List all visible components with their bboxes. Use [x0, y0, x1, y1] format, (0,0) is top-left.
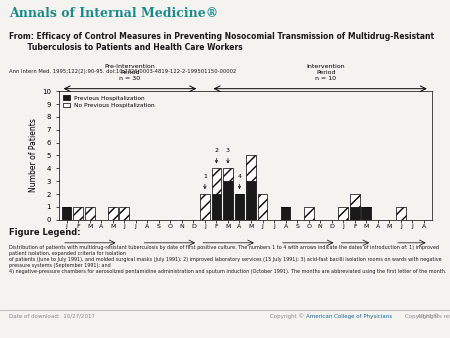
Text: 3: 3 — [226, 148, 230, 163]
Bar — [350, 207, 360, 220]
Bar — [258, 194, 267, 220]
Bar — [108, 207, 117, 220]
Bar — [212, 168, 221, 194]
Text: Pre-Intervention
Period
n = 30: Pre-Intervention Period n = 30 — [104, 64, 155, 81]
Text: Copyright ©: Copyright © — [270, 314, 306, 319]
Text: Figure Legend:: Figure Legend: — [9, 228, 81, 237]
Bar — [281, 207, 291, 220]
Text: Annals of Internal Medicine®: Annals of Internal Medicine® — [9, 7, 218, 20]
Bar — [246, 155, 256, 181]
Bar — [212, 194, 221, 220]
Text: 1: 1 — [203, 174, 207, 189]
Bar — [246, 181, 256, 220]
Text: 2: 2 — [215, 148, 218, 163]
Text: Intervention
Period
n = 10: Intervention Period n = 10 — [306, 64, 345, 81]
Bar — [223, 168, 233, 181]
Text: Distribution of patients with multidrug-resistant tuberculosis by date of first : Distribution of patients with multidrug-… — [9, 245, 446, 273]
Text: American College of Physicians: American College of Physicians — [306, 314, 392, 318]
Bar — [119, 207, 129, 220]
Bar — [396, 207, 406, 220]
Y-axis label: Number of Patients: Number of Patients — [29, 119, 38, 192]
Text: Ann Intern Med. 1995;122(2):90-95. doi:10.7326/0003-4819-122-2-199501150-00002: Ann Intern Med. 1995;122(2):90-95. doi:1… — [9, 69, 236, 74]
Bar — [200, 194, 210, 220]
Text: Copyright ©: Copyright © — [405, 314, 441, 319]
Bar — [304, 207, 314, 220]
Bar — [361, 207, 371, 220]
Bar — [223, 181, 233, 220]
Bar — [350, 194, 360, 207]
Text: From: Efficacy of Control Measures in Preventing Nosocomial Transmission of Mult: From: Efficacy of Control Measures in Pr… — [9, 32, 434, 51]
Bar — [62, 207, 72, 220]
Bar — [73, 207, 83, 220]
Legend: Previous Hospitalization, No Previous Hospitalization: Previous Hospitalization, No Previous Ho… — [61, 94, 156, 109]
Bar — [234, 194, 244, 220]
Text: All rights reserved.: All rights reserved. — [414, 314, 450, 318]
Bar — [85, 207, 94, 220]
Bar — [338, 207, 348, 220]
Text: Date of download:  10/27/2017: Date of download: 10/27/2017 — [9, 314, 95, 318]
Text: 4: 4 — [238, 174, 242, 189]
